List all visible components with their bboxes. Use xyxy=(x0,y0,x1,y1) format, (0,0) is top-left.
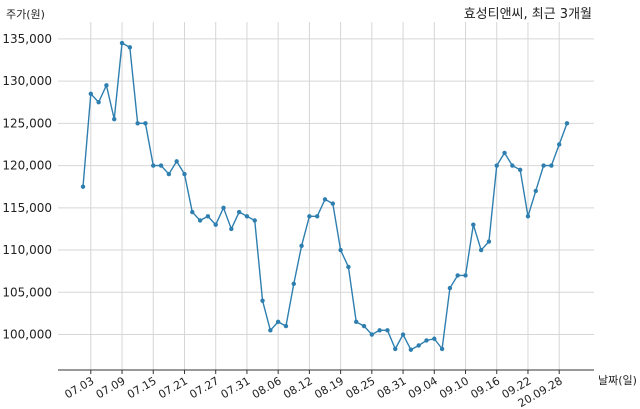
data-point xyxy=(229,226,234,232)
data-point xyxy=(143,121,148,126)
data-point xyxy=(564,121,570,126)
x-tick-label: 07.03 xyxy=(63,374,97,401)
x-tick-label: 09.16 xyxy=(468,374,502,401)
data-point xyxy=(135,121,140,126)
data-point xyxy=(166,171,172,177)
x-tick-label: 08.31 xyxy=(375,374,409,401)
data-point xyxy=(112,116,117,122)
data-point xyxy=(408,347,414,352)
x-tick-label: 08.25 xyxy=(344,374,378,401)
data-point xyxy=(151,163,156,168)
series-line xyxy=(82,42,568,351)
data-point xyxy=(369,332,375,337)
x-tick-label: 07.31 xyxy=(219,374,253,401)
x-tick-label: 09.10 xyxy=(437,374,471,401)
data-point xyxy=(275,319,281,325)
data-point xyxy=(494,163,499,168)
data-point xyxy=(322,197,328,202)
data-point xyxy=(478,247,484,253)
data-point xyxy=(541,163,546,168)
x-tick-label: 07.09 xyxy=(94,374,128,401)
x-tick-label: 08.06 xyxy=(250,374,284,401)
y-tick-label: 105,000 xyxy=(2,285,52,299)
data-point xyxy=(525,214,531,219)
data-point xyxy=(502,150,507,156)
data-point xyxy=(393,346,398,352)
data-point xyxy=(307,214,312,219)
data-point xyxy=(533,188,538,194)
data-point xyxy=(190,209,195,215)
data-point xyxy=(291,281,296,287)
y-tick-label: 125,000 xyxy=(2,116,52,130)
data-point xyxy=(88,91,94,96)
x-tick-label: 07.21 xyxy=(156,374,190,401)
data-point xyxy=(80,184,86,189)
x-axis-label: 날짜(일) xyxy=(598,373,637,387)
data-point xyxy=(455,273,460,278)
data-point xyxy=(330,201,336,206)
data-point xyxy=(486,239,492,244)
y-tick-label: 115,000 xyxy=(2,201,52,215)
data-point xyxy=(314,214,320,219)
y-tick-label: 100,000 xyxy=(2,328,52,342)
data-point xyxy=(260,298,265,303)
y-tick-label: 110,000 xyxy=(2,243,52,257)
y-tick-label: 120,000 xyxy=(2,159,52,173)
data-point xyxy=(424,338,429,343)
data-point xyxy=(104,83,109,88)
data-point xyxy=(354,319,359,325)
data-point xyxy=(127,45,133,50)
data-point xyxy=(549,163,554,168)
x-tick-label: 08.19 xyxy=(312,374,346,401)
y-axis-label: 주가(원) xyxy=(6,8,45,21)
x-tick-labels: 07.0307.0907.1507.2107.2707.3108.0608.12… xyxy=(63,374,565,409)
data-point xyxy=(244,214,250,219)
x-tick-label: 08.12 xyxy=(281,374,315,401)
data-point xyxy=(432,336,437,341)
data-point xyxy=(213,222,218,227)
data-point xyxy=(471,222,476,227)
price-line xyxy=(82,42,568,351)
x-tick-label: 07.27 xyxy=(187,374,221,401)
data-point xyxy=(447,285,453,291)
data-point xyxy=(96,100,101,105)
data-point xyxy=(346,264,351,270)
data-point xyxy=(283,323,289,329)
data-point xyxy=(517,167,523,173)
data-point xyxy=(556,142,562,147)
data-point xyxy=(252,218,257,223)
series-points xyxy=(80,40,570,352)
data-point xyxy=(268,328,273,333)
data-point xyxy=(510,163,515,168)
data-point xyxy=(119,40,125,46)
data-point xyxy=(416,343,421,348)
data-point xyxy=(338,247,343,253)
data-point xyxy=(182,171,187,177)
data-point xyxy=(361,323,367,329)
data-point xyxy=(236,209,242,215)
data-point xyxy=(400,332,406,337)
y-tick-label: 130,000 xyxy=(2,74,52,88)
data-point xyxy=(205,214,211,219)
data-point xyxy=(158,163,164,168)
data-point xyxy=(221,205,226,211)
data-point xyxy=(463,273,468,278)
data-point xyxy=(299,243,304,249)
data-point xyxy=(174,159,179,164)
x-tick-label: 07.15 xyxy=(125,374,159,401)
data-point xyxy=(439,346,445,352)
data-point xyxy=(385,328,390,333)
x-tick-label: 09.04 xyxy=(406,374,440,401)
data-point xyxy=(377,328,382,333)
chart-title: 효성티앤씨, 최근 3개월 xyxy=(464,7,592,22)
data-point xyxy=(197,218,203,223)
y-tick-label: 135,000 xyxy=(2,32,52,46)
y-tick-labels: 100,000 105,000 110,000 115,000 120,000 125,0… xyxy=(2,32,52,342)
